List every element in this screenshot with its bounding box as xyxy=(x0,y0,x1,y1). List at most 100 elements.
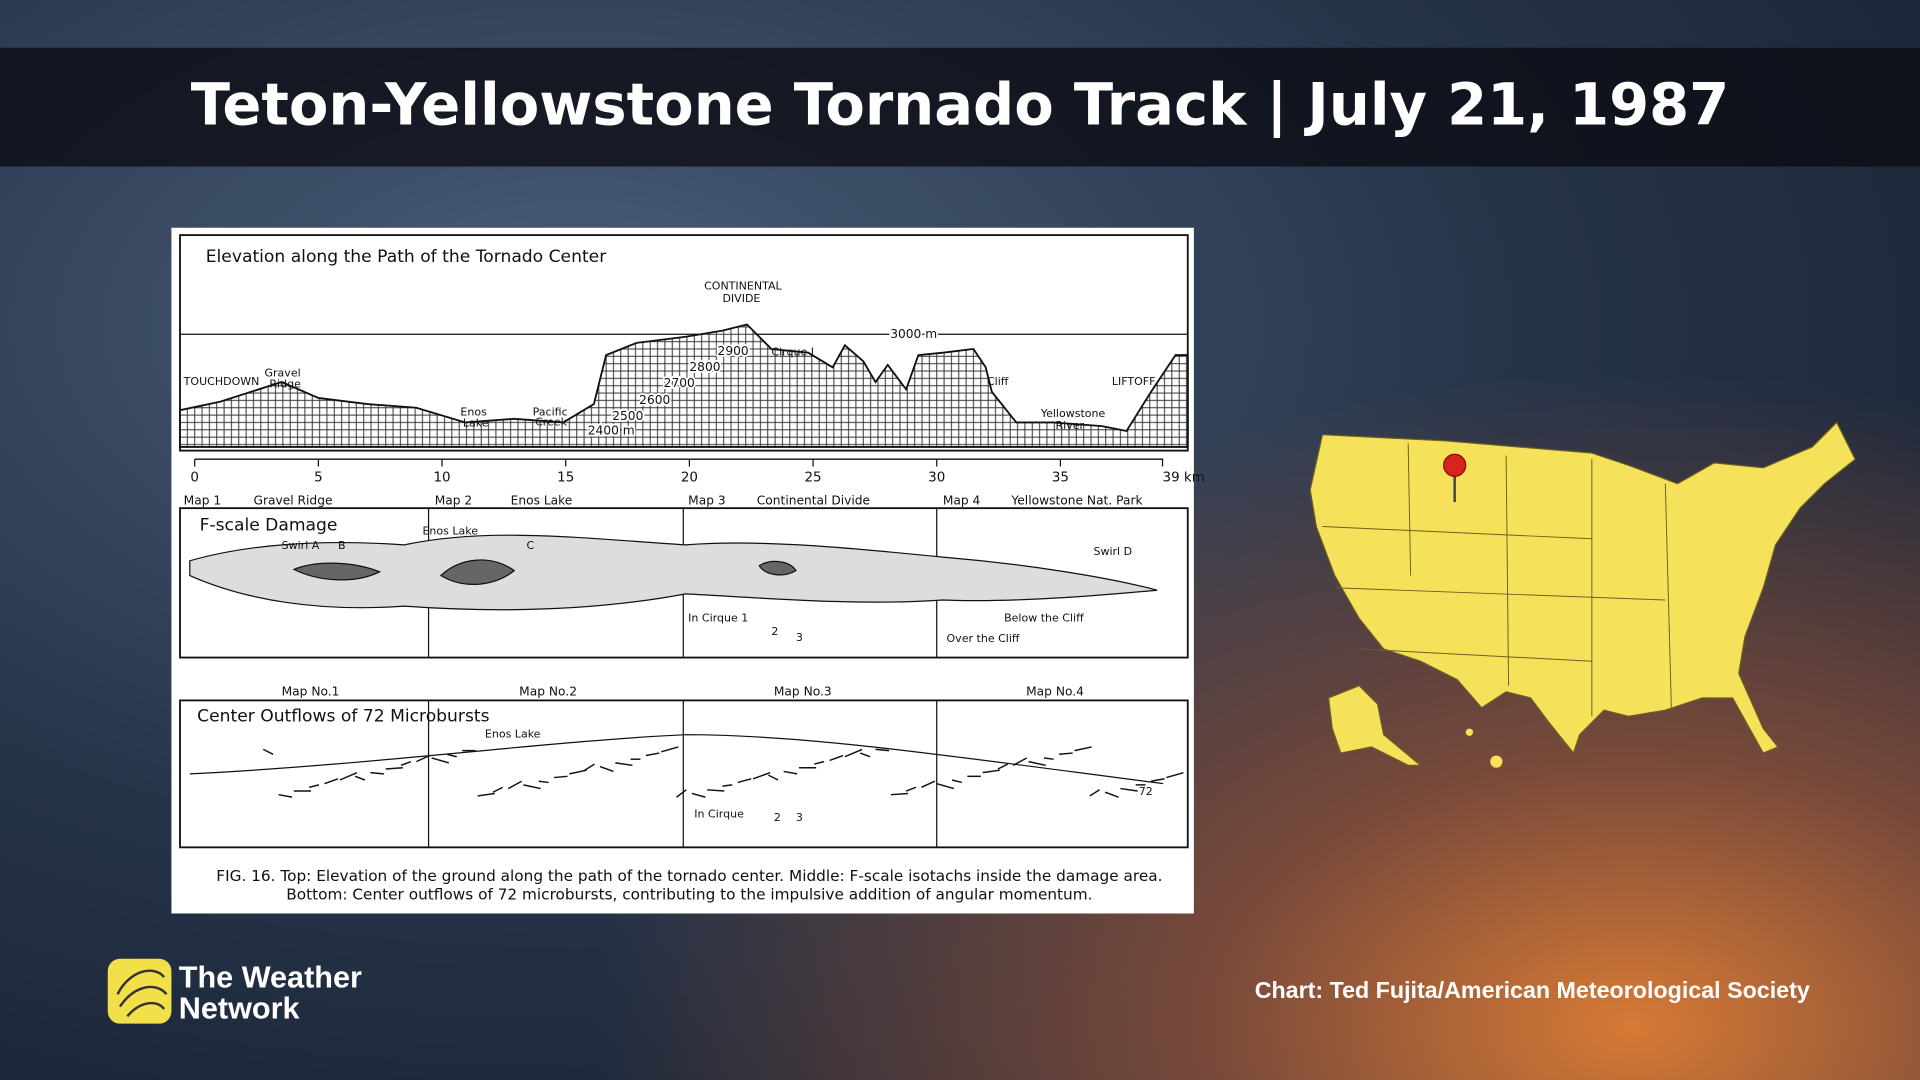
outflow-arrow xyxy=(997,763,1009,770)
map-label: Continental Divide xyxy=(757,493,870,507)
outflow-arrow xyxy=(599,765,614,773)
outflow-arrow xyxy=(400,760,412,766)
logo-text: The Weather xyxy=(179,961,362,995)
outflow-arrow xyxy=(492,786,503,793)
outflow-arrow xyxy=(446,753,457,758)
credit: Chart: Ted Fujita/American Meteorologica… xyxy=(1255,977,1810,1003)
km-tick-label: 0 xyxy=(190,471,199,486)
outflow-arrow xyxy=(1120,787,1138,792)
km-tick-label: 35 xyxy=(1052,471,1069,486)
damage-label: 2 xyxy=(771,625,778,638)
map-label: Map 1 xyxy=(184,493,222,507)
outflow-arrow xyxy=(554,775,568,779)
outflow-arrow xyxy=(1012,757,1028,766)
elevation-label: Enos xyxy=(460,406,487,419)
logo-mark xyxy=(107,958,172,1024)
elevation-label: Ridge xyxy=(269,377,301,390)
contour-label: 2400 m xyxy=(588,424,635,438)
outflow-label: 72 xyxy=(1139,785,1153,798)
outflow-arrow xyxy=(1089,789,1100,797)
contour-label: 2600 xyxy=(639,393,670,407)
elevation-label: Creek xyxy=(535,415,568,428)
elevation-label: Gravel xyxy=(264,366,300,379)
damage-label: Swirl D xyxy=(1093,545,1132,558)
panel-title: Center Outflows of 72 Microbursts xyxy=(197,706,489,726)
contour-label: 2900 xyxy=(718,344,749,358)
outflow-arrow xyxy=(645,752,660,757)
outflow-arrow xyxy=(309,784,320,789)
damage-label: Swirl A xyxy=(282,539,320,552)
km-tick-label: 15 xyxy=(557,471,574,486)
elevation-profile xyxy=(179,323,1189,448)
elevation-label: Yellowstone xyxy=(1040,407,1106,420)
outflow-arrow xyxy=(691,792,706,798)
outflow-arrow xyxy=(814,760,825,765)
km-tick-label: 10 xyxy=(433,471,450,486)
outflow-arrow xyxy=(737,778,752,784)
elevation-label: River xyxy=(1056,419,1085,432)
map-label: Map No.3 xyxy=(774,684,832,698)
outflow-arrow xyxy=(370,771,384,775)
outflow-label: In Cirque xyxy=(694,807,744,820)
damage-label: B xyxy=(338,539,346,552)
outflow-arrow xyxy=(875,748,890,752)
us-mainland xyxy=(1309,421,1856,755)
km-tick-label: 5 xyxy=(314,471,323,486)
map-label: Enos Lake xyxy=(511,493,573,507)
outflow-arrow xyxy=(278,793,293,798)
outflow-arrow xyxy=(538,780,549,784)
damage-label: Over the Cliff xyxy=(947,632,1020,645)
outflow-arrow xyxy=(676,789,687,798)
outflow-arrow xyxy=(661,746,679,753)
outflow-arrow xyxy=(1028,760,1046,767)
outflow-arrow xyxy=(722,784,733,787)
contour-label: 2700 xyxy=(664,376,695,390)
alaska xyxy=(1327,684,1423,766)
outflow-arrow xyxy=(523,784,541,790)
map-label: Map 3 xyxy=(688,493,726,507)
map-label: Map No.1 xyxy=(282,684,340,698)
caption: FIG. 16. Top: Elevation of the ground al… xyxy=(216,867,1162,885)
map-label: Map 4 xyxy=(943,493,981,507)
elevation-label: CONTINENTAL xyxy=(704,280,782,293)
map-label: Map No.2 xyxy=(519,684,577,698)
outflow-arrow xyxy=(1074,746,1092,752)
elevation-label: Lake xyxy=(463,417,489,430)
km-tick-label: 25 xyxy=(804,471,821,486)
outflow-arrow xyxy=(431,757,449,764)
logo: The Weather Network xyxy=(107,958,362,1025)
km-tick-label: 39 km xyxy=(1163,471,1205,486)
outflow-arrow xyxy=(844,748,863,758)
logo-text: Network xyxy=(179,991,301,1025)
panel-title: F-scale Damage xyxy=(200,515,338,535)
outflow-arrow xyxy=(890,792,909,796)
map-label: Map 2 xyxy=(435,493,473,507)
outflow-arrow xyxy=(262,748,274,755)
title: Teton-Yellowstone Tornado Track | July 2… xyxy=(191,72,1729,140)
outflow-arrow xyxy=(783,770,798,775)
outflow-label: 2 xyxy=(774,811,781,824)
km-tick-label: 20 xyxy=(681,471,698,486)
elevation-label: Cliff xyxy=(987,375,1009,388)
outflow-arrow xyxy=(1043,757,1054,760)
outflow-arrow xyxy=(1104,791,1119,798)
outflow-arrow xyxy=(569,769,587,775)
damage-label: C xyxy=(527,539,535,552)
outflow-arrow xyxy=(768,774,779,781)
outflow-arrow xyxy=(707,789,725,792)
outflow-arrow xyxy=(752,771,771,780)
damage-label: Below the Cliff xyxy=(1004,611,1084,624)
outflow-arrow xyxy=(584,763,595,771)
outflow-arrow xyxy=(859,752,871,758)
damage-label: Enos Lake xyxy=(422,524,478,537)
outflow-arrow xyxy=(416,754,431,763)
elevation-label: DIVIDE xyxy=(722,292,760,305)
contour-label: 3000 m xyxy=(890,327,937,341)
outflow-arrow xyxy=(615,762,633,767)
km-tick-label: 30 xyxy=(928,471,945,486)
outflow-arrow xyxy=(982,769,1000,774)
outflow-arrow xyxy=(385,767,403,770)
outflow-arrow xyxy=(936,782,955,790)
